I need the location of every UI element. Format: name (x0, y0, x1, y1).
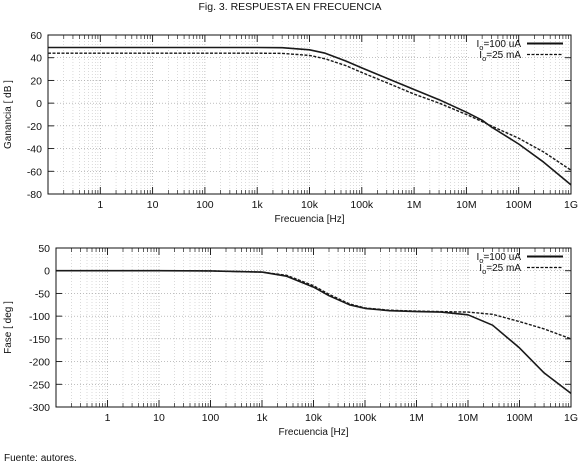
gain-x-tick-label: 1M (407, 199, 422, 211)
gain-y-tick-label: 40 (30, 53, 42, 65)
gain-x-tick-label: 1G (564, 199, 578, 211)
gain-x-tick-label: 10k (301, 199, 319, 211)
phase-y-tick-label: -150 (29, 334, 50, 346)
phase-y-tick-label: -200 (29, 357, 50, 369)
phase-x-tick-label: 10k (305, 412, 323, 424)
gain-y-tick-label: -20 (27, 121, 42, 133)
phase-y-tick-label: -300 (29, 402, 50, 414)
phase-grid (56, 247, 572, 408)
gain-y-tick-label: 0 (36, 98, 42, 110)
gain-legend-label-1: Io=100 uA (477, 39, 522, 52)
phase-chart: 1 10 100 1k 10k 100k 1M 10M 100M 1G -300 -250 -200 -1… (3, 243, 578, 438)
gain-x-tick-label: 100 (196, 199, 214, 211)
phase-y-tick-label: 0 (44, 266, 50, 278)
phase-x-tick-label: 1G (564, 412, 578, 424)
phase-y-tick-label: -50 (35, 288, 50, 300)
phase-x-tick-label: 10 (153, 412, 165, 424)
gain-y-axis-label: Ganancia [ dB ] (3, 80, 14, 149)
gain-y-tick-label: 60 (30, 30, 42, 42)
phase-x-tick-label: 100k (354, 412, 378, 424)
gain-plot-frame (47, 34, 572, 195)
gain-grid (48, 34, 572, 195)
figure-title: Fig. 3. RESPUESTA EN FRECUENCIA (198, 1, 382, 13)
gain-x-tick-label: 1k (252, 199, 264, 211)
gain-y-tick-label: -40 (27, 144, 42, 156)
phase-x-tick-label: 1 (105, 412, 111, 424)
source-note: Fuente: autores. (4, 453, 77, 464)
phase-y-axis-label: Fase [ deg ] (3, 301, 14, 354)
gain-series-1-line (48, 46, 572, 186)
gain-x-tick-label: 10 (147, 199, 159, 211)
gain-x-tick-label: 1 (97, 199, 103, 211)
phase-legend-label-2: Io=25 mA (479, 263, 521, 276)
gain-x-axis-label: Frecuencia [Hz] (274, 214, 344, 225)
phase-series-2-line (56, 270, 572, 340)
gain-legend-label-2: Io=25 mA (479, 50, 521, 63)
gain-chart: 1 10 100 1k 10k 100k 1M 10M 100M 1G -80 -60 -40 -20 0 2… (3, 30, 578, 225)
phase-x-axis-label: Frecuencia [Hz] (278, 427, 348, 438)
phase-y-tick-label: 50 (38, 243, 50, 255)
phase-x-tick-label: 10M (458, 412, 478, 424)
phase-x-tick-label: 1k (256, 412, 268, 424)
gain-x-tick-label: 100k (350, 199, 374, 211)
gain-y-tick-label: -80 (27, 189, 42, 201)
gain-series-2-line (48, 52, 572, 171)
gain-y-tick-label: 20 (30, 75, 42, 87)
phase-x-tick-label: 100M (506, 412, 532, 424)
phase-legend-label-1: Io=100 uA (477, 252, 522, 265)
gain-x-tick-label: 100M (506, 199, 532, 211)
phase-y-tick-label: -100 (29, 311, 50, 323)
gain-y-tick-label: -60 (27, 166, 42, 178)
phase-x-tick-label: 100 (202, 412, 220, 424)
phase-y-tick-label: -250 (29, 379, 50, 391)
gain-x-tick-label: 10M (456, 199, 476, 211)
phase-plot-frame (55, 247, 572, 408)
phase-x-tick-label: 1M (409, 412, 424, 424)
